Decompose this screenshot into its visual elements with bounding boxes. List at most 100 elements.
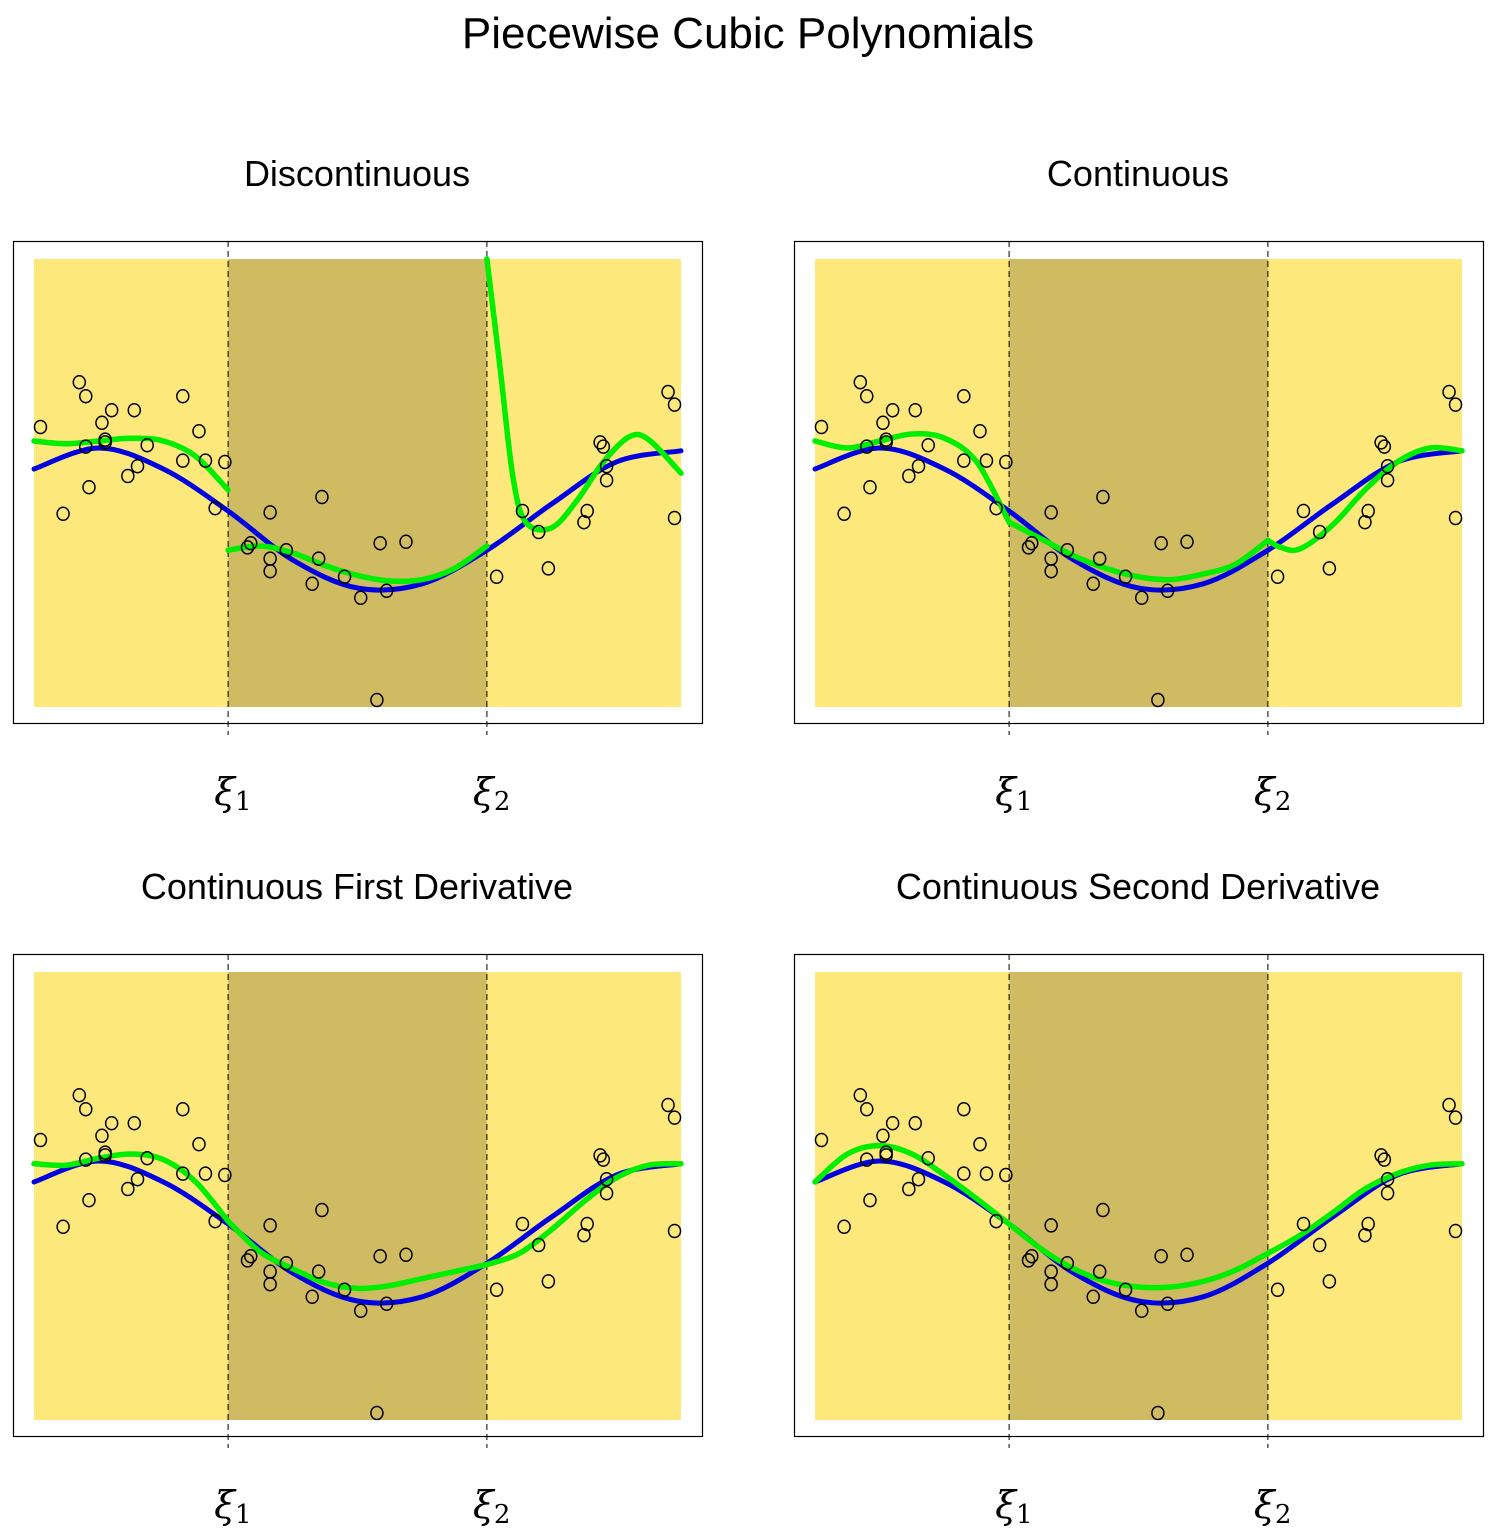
data-point: [311, 1264, 326, 1279]
data-point: [1296, 503, 1311, 519]
data-point: [176, 1101, 190, 1117]
data-point: [661, 1097, 675, 1113]
data-point: [263, 1276, 277, 1292]
knot-label-1: ξ1: [214, 770, 251, 817]
data-point: [667, 1223, 682, 1239]
figure-title: Piecewise Cubic Polynomials: [462, 9, 1034, 58]
data-point: [82, 479, 96, 495]
data-point: [1024, 535, 1039, 551]
true-curve-line: [31, 445, 684, 593]
data-point: [1044, 505, 1058, 520]
data-point: [192, 423, 206, 439]
data-point: [240, 540, 255, 555]
data-point: [1296, 1216, 1311, 1232]
data-point: [541, 561, 556, 576]
data-point: [667, 510, 682, 526]
data-point: [1118, 1282, 1133, 1298]
data-point: [876, 1128, 890, 1144]
fitted-curve-segment-2: [225, 543, 490, 585]
data-point: [853, 1087, 868, 1103]
data-point: [240, 1253, 255, 1268]
data-point: [218, 1167, 232, 1183]
data-point: [98, 1148, 112, 1163]
data-point: [885, 402, 900, 418]
data-point: [72, 374, 87, 390]
data-point: [596, 1152, 611, 1167]
data-point: [1060, 542, 1075, 558]
middle-region: [1009, 972, 1268, 1420]
data-point: [1374, 435, 1388, 450]
knot-label-2: ξ2: [473, 1483, 510, 1530]
data-point: [263, 563, 277, 579]
data-point: [130, 458, 145, 474]
chart-panel-1: Discontinuous ξ1 ξ2: [12, 153, 704, 817]
data-point: [140, 437, 154, 453]
data-point: [957, 453, 971, 468]
fitted-curve-segment-3: [484, 256, 684, 533]
knot-label-2: ξ2: [1254, 1483, 1291, 1530]
data-point: [1312, 524, 1327, 540]
data-point: [33, 419, 48, 435]
data-point: [198, 1166, 213, 1181]
data-point: [531, 524, 546, 540]
data-point: [208, 1213, 222, 1229]
data-point: [973, 1136, 987, 1152]
data-point: [908, 1115, 923, 1131]
data-point: [263, 1218, 277, 1233]
data-point: [593, 435, 607, 450]
fitted-curve-segment-1: [812, 1142, 1012, 1227]
data-point: [902, 1181, 916, 1197]
data-point: [863, 1192, 877, 1208]
data-point: [337, 569, 352, 585]
data-point: [599, 1185, 614, 1201]
data-point: [599, 1171, 614, 1187]
data-point: [1118, 569, 1133, 585]
data-point: [79, 439, 93, 454]
data-point: [95, 415, 109, 431]
data-point: [863, 479, 877, 495]
data-point: [1134, 590, 1149, 606]
data-point: [279, 1255, 294, 1271]
data-point: [667, 1110, 682, 1125]
data-point: [1154, 1248, 1168, 1264]
data-point: [957, 1101, 971, 1117]
data-point: [315, 1202, 329, 1218]
data-point: [127, 402, 142, 418]
data-point: [599, 458, 614, 474]
data-point: [999, 1167, 1013, 1183]
data-point: [121, 1181, 135, 1197]
data-point: [337, 1282, 352, 1298]
data-point: [379, 1296, 394, 1312]
data-point: [1021, 1253, 1036, 1268]
data-point: [1322, 561, 1337, 576]
data-point: [1134, 1303, 1149, 1319]
data-point: [1151, 1405, 1165, 1421]
data-point: [72, 1087, 87, 1103]
data-point: [243, 535, 258, 551]
data-point: [1448, 1223, 1463, 1239]
true-curve-line: [812, 1158, 1465, 1306]
knot-label-1: ξ1: [995, 770, 1032, 817]
data-point: [876, 415, 890, 431]
data-point: [1374, 1148, 1388, 1163]
data-point: [1160, 1296, 1175, 1312]
knot-label-1: ξ1: [995, 1483, 1032, 1530]
data-point: [127, 1115, 142, 1131]
panel-title: Continuous Second Derivative: [896, 866, 1380, 907]
data-point: [353, 590, 368, 606]
data-point: [860, 388, 874, 404]
fitted-curve-segment-1: [31, 1151, 231, 1224]
data-point: [305, 576, 319, 592]
data-point: [1322, 1274, 1337, 1289]
data-point: [979, 453, 994, 468]
data-point: [95, 1128, 109, 1144]
data-point: [1086, 1289, 1100, 1305]
plot-frame: [793, 953, 1485, 1438]
data-point: [489, 569, 504, 585]
data-point: [661, 384, 675, 400]
chart-panel-2: Continuous ξ1 ξ2: [793, 153, 1485, 817]
data-point: [1442, 1097, 1456, 1113]
data-point: [379, 583, 394, 599]
data-point: [837, 506, 851, 522]
